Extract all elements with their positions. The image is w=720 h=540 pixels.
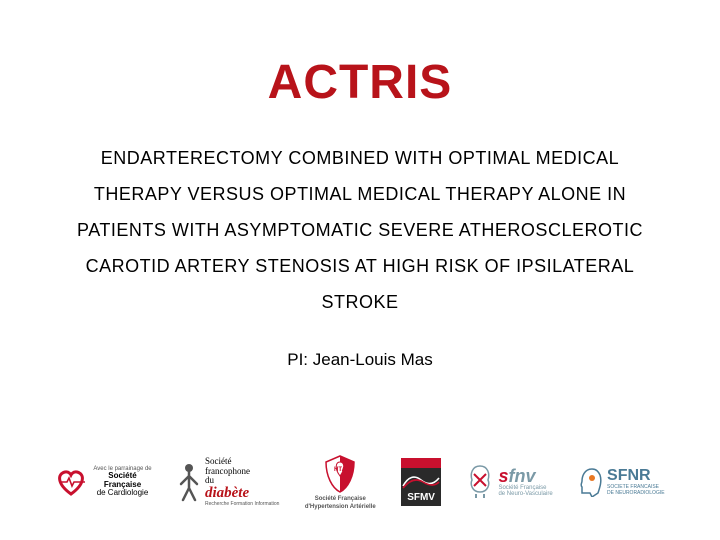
logo-sfc-line3: de Cardiologie — [93, 489, 151, 498]
logo-sfd-text: Société francophone du diabète Recherche… — [205, 457, 279, 508]
head-icon — [578, 467, 604, 497]
principal-investigator: PI: Jean-Louis Mas — [287, 350, 433, 370]
logo-sfd-line2: francophone — [205, 467, 279, 477]
logo-sfd: Société francophone du diabète Recherche… — [177, 457, 279, 508]
logo-sfnr: SFNR SOCIETE FRANCAISE DE NEURORADIOLOGI… — [578, 467, 665, 497]
logo-sfnv: sfnv Société Française de Neuro-Vasculai… — [466, 464, 552, 500]
hta-label: HTA — [334, 467, 347, 473]
logo-sfnv-sub2: de Neuro-Vasculaire — [498, 491, 552, 497]
logo-sfd-tagline: Recherche Formation Information — [205, 501, 279, 507]
logo-sfnr-sub2: DE NEURORADIOLOGIE — [607, 490, 665, 496]
logo-sfnv-text: sfnv Société Française de Neuro-Vasculai… — [498, 467, 552, 497]
study-title: ACTRIS — [268, 55, 453, 110]
logo-row: Avec le parrainage de Société Française … — [0, 454, 720, 510]
study-subtitle: ENDARTERECTOMY COMBINED WITH OPTIMAL MED… — [60, 140, 660, 320]
logo-sfc: Avec le parrainage de Société Française … — [55, 466, 151, 498]
wave-icon — [401, 468, 441, 492]
heart-icon — [55, 468, 87, 496]
logo-sfnr-label: SFNR — [607, 468, 665, 484]
logo-hta: HTA Société Française d'Hypertension Art… — [305, 454, 376, 510]
brain-stroke-icon — [466, 464, 494, 500]
slide: ACTRIS ENDARTERECTOMY COMBINED WITH OPTI… — [0, 0, 720, 540]
logo-hta-sub1: Société Française — [315, 496, 366, 502]
sfmv-square: SFMV — [401, 458, 441, 506]
person-icon — [177, 462, 201, 502]
logo-hta-sub2: d'Hypertension Artérielle — [305, 504, 376, 510]
shield-icon: HTA — [320, 454, 360, 494]
logo-sfc-text: Avec le parrainage de Société Française … — [93, 466, 151, 498]
logo-sfnr-text: SFNR SOCIETE FRANCAISE DE NEURORADIOLOGI… — [607, 468, 665, 496]
logo-sfmv-label: SFMV — [401, 492, 441, 503]
logo-sfnv-label: sfnv — [498, 467, 552, 485]
logo-sfd-brand: diabète — [205, 486, 279, 501]
logo-sfmv: SFMV — [401, 458, 441, 506]
